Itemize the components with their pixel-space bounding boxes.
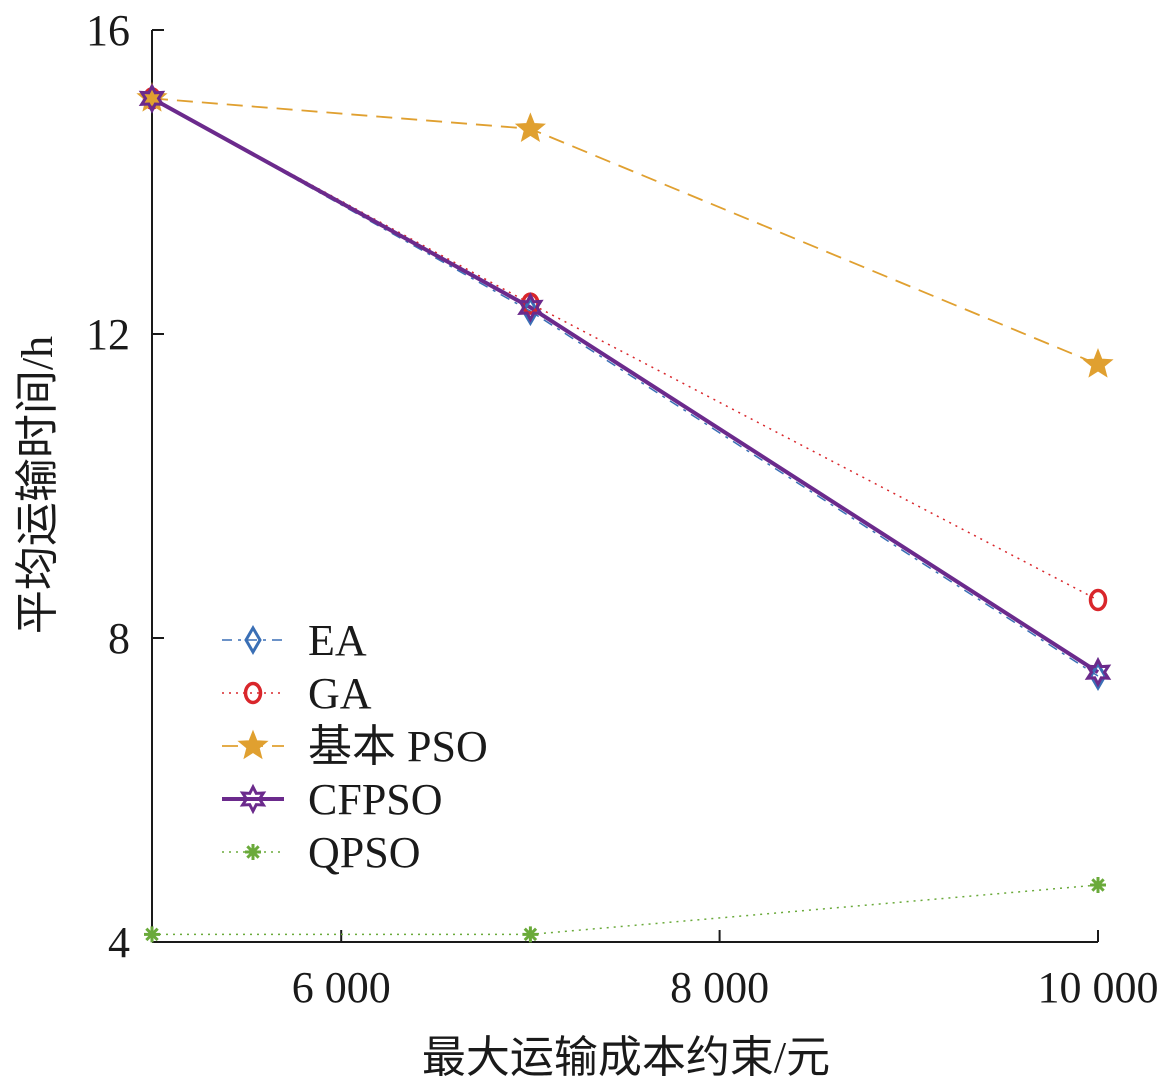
hexagram-shape (1084, 656, 1112, 688)
legend-item-ea: EA (222, 616, 367, 665)
legend-item-pso: 基本 PSO (222, 722, 488, 771)
legend-label: GA (308, 669, 372, 718)
legend-label: EA (308, 616, 367, 665)
asterisk-core (1094, 881, 1102, 889)
star-shape (237, 729, 269, 760)
hexagram-shape (239, 783, 267, 815)
circle-shape (1088, 588, 1108, 612)
x-tick-label: 6 000 (292, 963, 391, 1012)
asterisk-core (249, 848, 257, 856)
data-point-qpso (144, 926, 160, 943)
data-point-qpso (1090, 877, 1106, 893)
data-point-ea (1089, 661, 1107, 691)
axes: 6 000 8 000 10 000 4 8 12 16 (86, 6, 1159, 1012)
diamond-shape (1089, 661, 1107, 691)
series-line-qpso (152, 884, 1099, 936)
data-point-pso (1082, 348, 1114, 378)
y-axis-title: 平均运输时间/h (13, 336, 62, 634)
series-markers (136, 82, 1114, 943)
star-shape (514, 112, 546, 143)
legend-label: QPSO (308, 828, 421, 877)
series-line-cfpso (151, 96, 1100, 674)
legend-swatch-marker (243, 681, 263, 705)
series-line-pso (151, 97, 1099, 366)
legend-item-cfpso: CFPSO (222, 775, 443, 824)
legend-swatch-marker (239, 783, 267, 815)
asterisk-core (148, 930, 156, 939)
data-point-cfpso (1084, 656, 1112, 688)
y-tick-label: 12 (86, 310, 130, 359)
asterisk-core (526, 930, 535, 939)
series-line-ga (151, 97, 1099, 601)
series-line-ea (151, 97, 1099, 677)
legend-swatch-marker (245, 844, 261, 860)
data-point-pso (514, 112, 546, 143)
legend-item-qpso: QPSO (222, 828, 421, 877)
data-point-qpso (522, 926, 539, 943)
legend-swatch-marker (244, 625, 262, 655)
x-tick-label: 10 000 (1038, 963, 1159, 1012)
x-tick-label: 8 000 (670, 963, 769, 1012)
hexagram-shape (138, 83, 166, 114)
legend-label: 基本 PSO (308, 722, 488, 771)
data-point-ea (521, 296, 540, 327)
legend-label: CFPSO (308, 775, 443, 824)
data-point-cfpso (138, 83, 166, 114)
star-shape (1082, 348, 1114, 378)
series-lines (151, 96, 1100, 936)
y-tick-label: 4 (108, 918, 130, 967)
circle-shape (243, 681, 263, 705)
y-tick-label: 16 (86, 6, 130, 55)
hexagram-shape (517, 292, 544, 323)
x-axis-title: 最大运输成本约束/元 (422, 1033, 830, 1082)
data-point-cfpso (517, 292, 544, 323)
diamond-shape (244, 625, 262, 655)
diamond-shape (521, 296, 540, 327)
y-tick-label: 8 (108, 614, 130, 663)
legend-item-ga: GA (222, 669, 372, 718)
legend-swatch-marker (237, 729, 269, 760)
data-point-ga (1088, 588, 1108, 612)
